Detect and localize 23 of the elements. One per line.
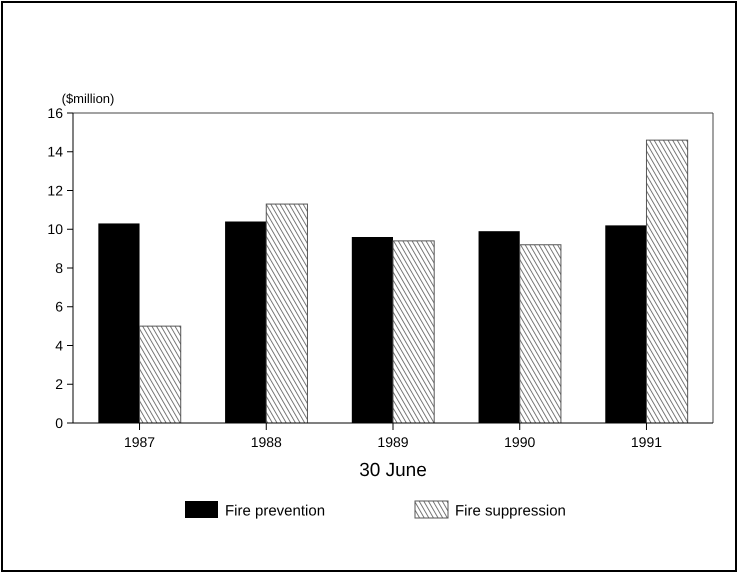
x-tick-label: 1988: [250, 434, 282, 450]
y-tick-label: 12: [47, 182, 64, 198]
y-tick-label: 16: [47, 104, 64, 121]
bar: [646, 140, 688, 424]
y-tick-label: 6: [55, 298, 64, 315]
x-tick-label: 1987: [124, 434, 156, 450]
x-tick-label: 1991: [630, 434, 662, 450]
y-tick-label: 2: [55, 376, 64, 392]
y-tick-label: 14: [47, 144, 64, 160]
bar: [392, 240, 435, 424]
legend-label: Fire suppression: [455, 502, 566, 520]
y-axis-title: ($million): [62, 91, 114, 106]
bar: [266, 204, 308, 424]
x-tick-label: 1989: [377, 434, 409, 450]
bar: [139, 326, 182, 424]
y-tick-label: 8: [55, 260, 64, 276]
y-tick-label: 0: [55, 414, 64, 431]
legend-label: Fire prevention: [225, 502, 326, 520]
y-tick-label: 10: [47, 221, 64, 238]
y-tick-label: 4: [55, 337, 64, 354]
bar: [519, 244, 562, 424]
x-tick-label: 1990: [504, 434, 536, 450]
x-axis-title: 30 June: [359, 460, 427, 481]
